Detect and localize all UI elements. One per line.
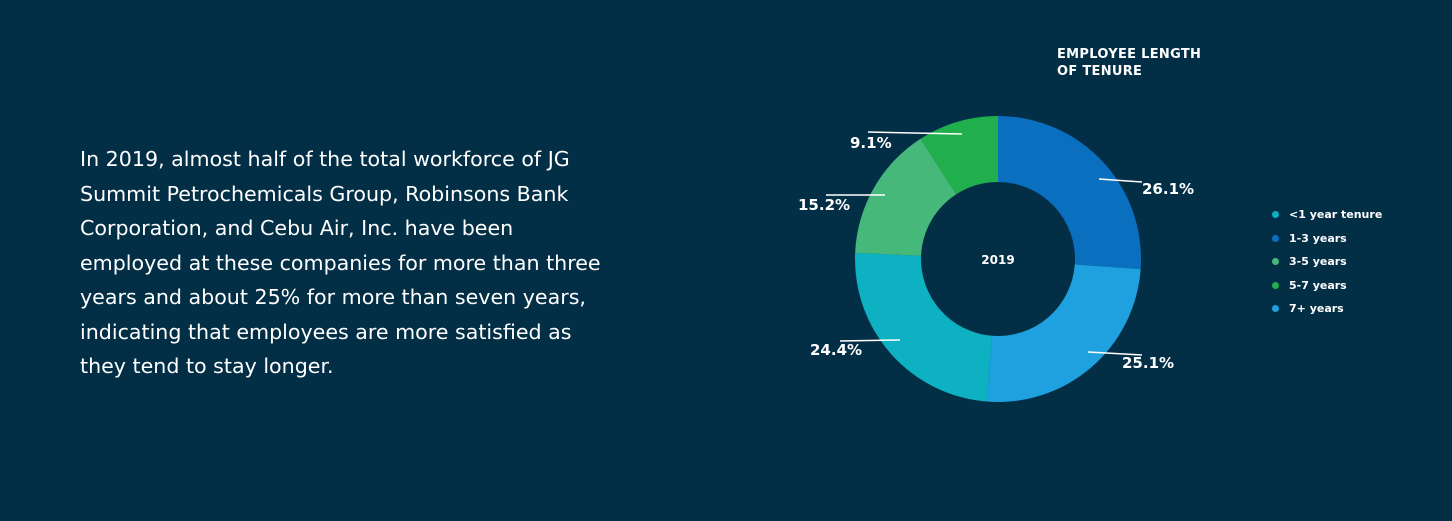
legend-label: 3-5 years xyxy=(1289,255,1347,269)
leader-line-2 xyxy=(839,339,901,342)
leader-line-0 xyxy=(1098,178,1143,183)
legend-swatch xyxy=(1272,281,1279,289)
data-label-4: 9.1% xyxy=(850,134,892,152)
data-label-1: 25.1% xyxy=(1122,354,1174,372)
legend-label: 7+ years xyxy=(1289,302,1344,316)
legend-item: 5-7 years xyxy=(1272,274,1382,298)
legend-item: 3-5 years xyxy=(1272,250,1382,274)
legend-label: <1 year tenure xyxy=(1289,208,1383,222)
legend-label: 5-7 years xyxy=(1289,278,1347,292)
center-label: 2019 xyxy=(981,253,1014,267)
legend-label: 1-3 years xyxy=(1289,231,1347,245)
data-label-3: 15.2% xyxy=(798,196,850,214)
data-label-0: 26.1% xyxy=(1142,180,1194,198)
legend-swatch xyxy=(1272,234,1279,242)
legend-item: 7+ years xyxy=(1272,297,1382,321)
chart-legend: <1 year tenure 1-3 years 3-5 years 5-7 y… xyxy=(1272,203,1382,321)
legend-swatch xyxy=(1272,258,1279,266)
donut-slice-1 xyxy=(986,264,1141,403)
donut-slice-3 xyxy=(855,138,957,256)
data-label-2: 24.4% xyxy=(810,341,862,359)
legend-item: 1-3 years xyxy=(1272,227,1382,251)
legend-swatch xyxy=(1272,211,1279,219)
leader-line-1 xyxy=(1087,351,1143,356)
chart-title: EMPLOYEE LENGTH OF TENURE xyxy=(1057,47,1202,79)
donut-slice-4 xyxy=(920,116,998,195)
donut-slice-0 xyxy=(998,116,1141,270)
legend-swatch xyxy=(1272,305,1279,313)
description-text: In 2019, almost half of the total workfo… xyxy=(80,147,601,378)
donut-chart: 26.1% 25.1% 24.4% 15.2% 9.1% 2019 xyxy=(798,116,1194,403)
donut-slice-2 xyxy=(855,252,992,402)
legend-item: <1 year tenure xyxy=(1272,203,1382,227)
leader-line-4 xyxy=(867,131,963,135)
